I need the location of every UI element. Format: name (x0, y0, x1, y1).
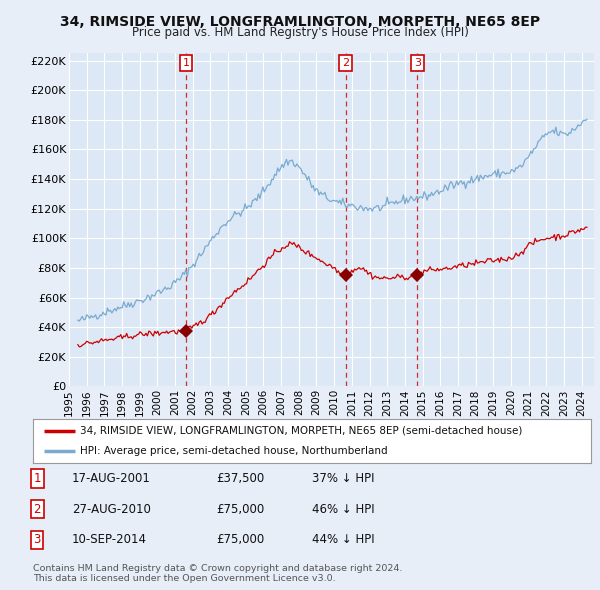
Text: 34, RIMSIDE VIEW, LONGFRAMLINGTON, MORPETH, NE65 8EP (semi-detached house): 34, RIMSIDE VIEW, LONGFRAMLINGTON, MORPE… (80, 426, 523, 436)
Text: £37,500: £37,500 (216, 472, 264, 485)
Text: £75,000: £75,000 (216, 503, 264, 516)
Text: 2: 2 (34, 503, 41, 516)
Text: HPI: Average price, semi-detached house, Northumberland: HPI: Average price, semi-detached house,… (80, 446, 388, 456)
Text: 3: 3 (414, 58, 421, 68)
Text: 27-AUG-2010: 27-AUG-2010 (72, 503, 151, 516)
Text: 3: 3 (34, 533, 41, 546)
Text: 1: 1 (34, 472, 41, 485)
Text: 17-AUG-2001: 17-AUG-2001 (72, 472, 151, 485)
Text: 46% ↓ HPI: 46% ↓ HPI (312, 503, 374, 516)
Text: 34, RIMSIDE VIEW, LONGFRAMLINGTON, MORPETH, NE65 8EP: 34, RIMSIDE VIEW, LONGFRAMLINGTON, MORPE… (60, 15, 540, 29)
Text: 2: 2 (342, 58, 349, 68)
Text: 1: 1 (182, 58, 190, 68)
Text: Contains HM Land Registry data © Crown copyright and database right 2024.
This d: Contains HM Land Registry data © Crown c… (33, 563, 403, 583)
Text: 10-SEP-2014: 10-SEP-2014 (72, 533, 147, 546)
Text: 37% ↓ HPI: 37% ↓ HPI (312, 472, 374, 485)
Text: £75,000: £75,000 (216, 533, 264, 546)
Text: Price paid vs. HM Land Registry's House Price Index (HPI): Price paid vs. HM Land Registry's House … (131, 26, 469, 39)
Text: 44% ↓ HPI: 44% ↓ HPI (312, 533, 374, 546)
